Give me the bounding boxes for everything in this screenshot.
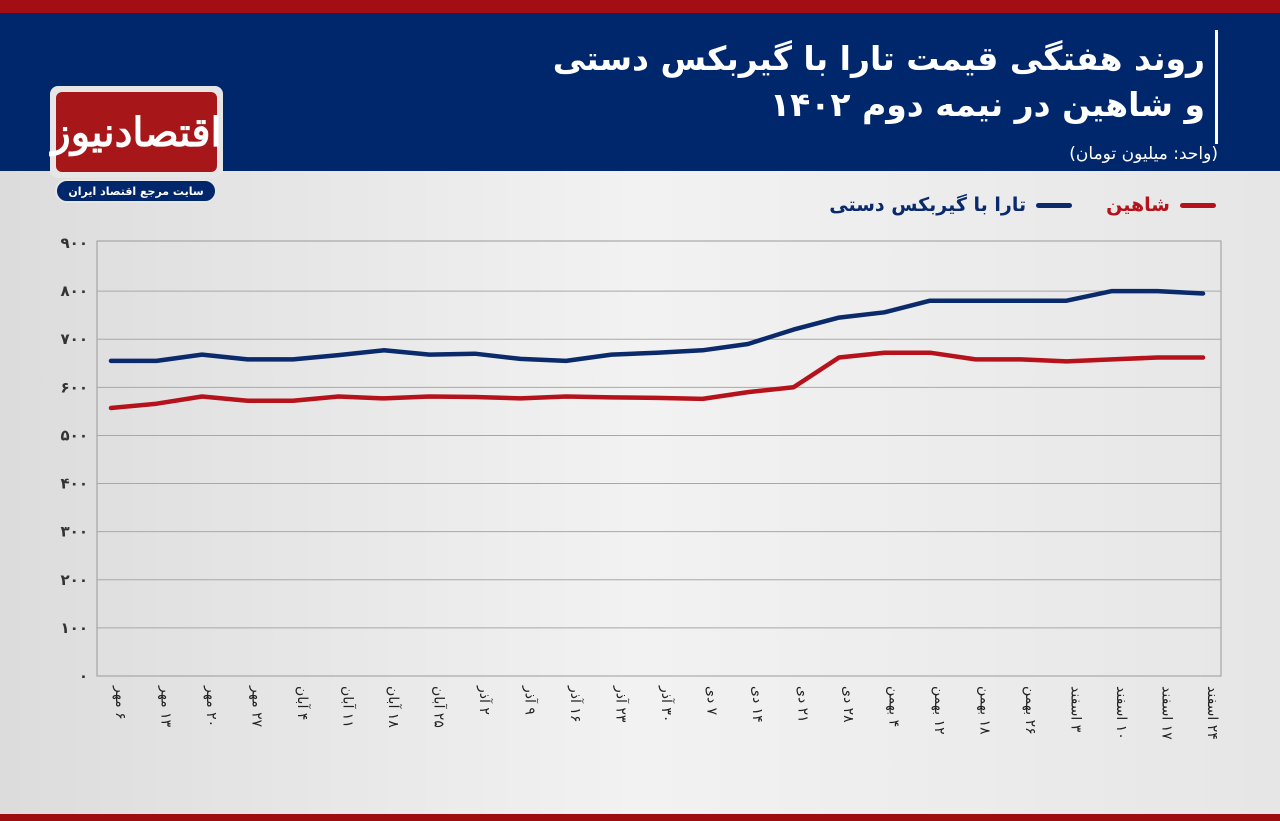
y-tick-label: ۴۰۰ (61, 475, 88, 493)
logo: اقتصادنیوز (50, 86, 223, 178)
y-tick-label: ۵۰۰ (61, 426, 88, 444)
y-axis: ۰ ۱۰۰ ۲۰۰ ۳۰۰ ۴۰۰ ۵۰۰ ۶۰۰ ۷۰۰ ۸۰۰ ۹۰۰ (61, 234, 88, 685)
x-tick-label: ۱۸ آبان (385, 686, 402, 728)
logo-tagline: سایت مرجع اقتصاد ایران (55, 179, 217, 203)
x-tick-label: ۲۵ آبان (431, 686, 448, 728)
page-title: روند هفتگی قیمت تارا با گیربکس دستی و شا… (485, 36, 1205, 128)
x-tick-label: ۲۴ اسفند (1204, 686, 1220, 740)
x-tick-label: ۴ آبان (294, 686, 311, 720)
legend-item-tara: تارا با گیربکس دستی (829, 194, 1073, 216)
unit-label: (واحد: میلیون تومان) (1069, 144, 1218, 164)
title-divider (1215, 30, 1218, 144)
y-tick-label: ۱۰۰ (61, 619, 88, 637)
logo-wordmark: اقتصادنیوز (51, 92, 222, 172)
chart-series (108, 288, 1206, 411)
x-tick-label: ۲۸ دی (840, 686, 856, 723)
x-tick-label: ۱۲ بهمن (931, 686, 947, 735)
chart-grid (96, 240, 1222, 677)
x-tick-label: ۱۷ اسفند (1159, 686, 1175, 740)
x-tick-label: ۳۰ آذر (658, 685, 675, 722)
title-line-2: و شاهین در نیمه دوم ۱۴۰۲ (770, 85, 1205, 124)
legend-label-shahin: شاهین (1106, 194, 1170, 216)
y-tick-label: ۲۰۰ (61, 571, 88, 589)
legend-item-shahin: شاهین (1106, 194, 1216, 216)
x-axis: ۶ مهر ۱۳ مهر ۲۰ مهر ۲۷ مهر ۴ آبان ۱۱ آبان ۱۸ آ… (112, 685, 1220, 740)
x-tick-label: ۲ آذر (476, 685, 493, 715)
x-tick-label: ۹ آذر (522, 685, 539, 715)
chart-legend: شاهین تارا با گیربکس دستی (829, 193, 1216, 217)
legend-label-tara: تارا با گیربکس دستی (829, 194, 1027, 216)
x-tick-label: ۲۳ آذر (613, 685, 630, 723)
x-tick-label: ۲۰ مهر (203, 685, 219, 727)
series-line (108, 288, 1206, 364)
x-tick-label: ۴ بهمن (886, 686, 902, 727)
x-tick-label: ۲۶ بهمن (1022, 686, 1038, 735)
x-tick-label: ۲۱ دی (795, 686, 811, 723)
x-tick-label: ۲۷ مهر (249, 685, 265, 728)
x-tick-label: ۱۳ مهر (158, 685, 174, 728)
x-tick-label: ۱۱ آبان (340, 686, 357, 728)
bottom-accent-bar (0, 814, 1280, 821)
y-tick-label: ۳۰۰ (61, 523, 88, 541)
x-tick-label: ۱۸ بهمن (977, 686, 993, 735)
top-accent-bar (0, 0, 1280, 13)
y-tick-label: ۰ (79, 667, 88, 685)
series-line (108, 350, 1206, 411)
x-tick-label: ۳ اسفند (1068, 686, 1084, 733)
x-tick-label: ۶ مهر (112, 685, 128, 720)
y-tick-label: ۶۰۰ (61, 378, 88, 396)
legend-swatch-shahin (1180, 202, 1216, 208)
y-tick-label: ۹۰۰ (61, 234, 88, 252)
x-tick-label: ۱۰ اسفند (1113, 686, 1129, 740)
x-tick-label: ۷ دی (704, 686, 720, 716)
y-tick-label: ۷۰۰ (61, 330, 88, 348)
x-tick-label: ۱۴ دی (749, 686, 765, 723)
y-tick-label: ۸۰۰ (61, 282, 88, 300)
title-line-1: روند هفتگی قیمت تارا با گیربکس دستی (552, 39, 1205, 78)
legend-swatch-tara (1036, 202, 1073, 208)
x-tick-label: ۱۶ آذر (567, 685, 584, 722)
